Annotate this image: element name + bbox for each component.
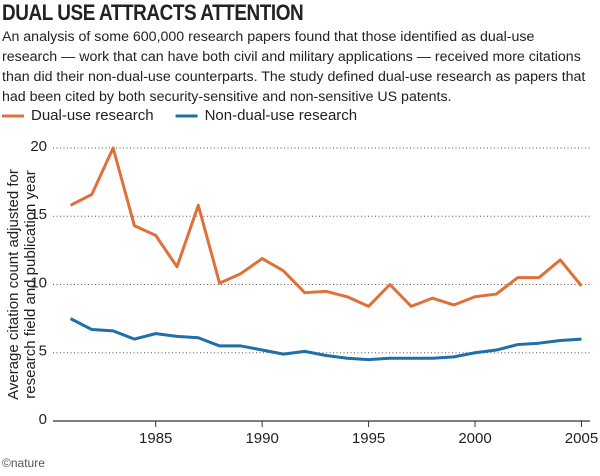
legend-label: Dual-use research <box>31 107 154 124</box>
x-tick-label: 2005 <box>565 430 598 447</box>
x-tick-label: 2000 <box>458 430 491 447</box>
data-line <box>69 146 583 308</box>
x-tick-label: 1990 <box>245 430 278 447</box>
y-axis-label-line: Average citation count adjusted for <box>5 169 22 400</box>
y-tick-label: 5 <box>39 343 47 360</box>
x-tick-label: 1995 <box>352 430 385 447</box>
chart-title: DUAL USE ATTRACTS ATTENTION <box>2 0 304 25</box>
chart-subtitle: An analysis of some 600,000 research pap… <box>2 29 586 105</box>
y-axis-label-line: research field and publication year <box>22 170 39 398</box>
data-line <box>69 317 582 362</box>
y-tick-label: 15 <box>30 206 47 223</box>
legend-label: Non-dual-use research <box>205 107 358 124</box>
y-axis-label: Average citation count adjusted for resea… <box>5 169 39 400</box>
credit: ©nature <box>2 456 45 470</box>
x-tick-label: 1985 <box>139 430 172 447</box>
y-tick-label: 0 <box>39 411 47 428</box>
y-tick-label: 20 <box>30 138 47 155</box>
y-tick-label: 10 <box>30 274 47 291</box>
